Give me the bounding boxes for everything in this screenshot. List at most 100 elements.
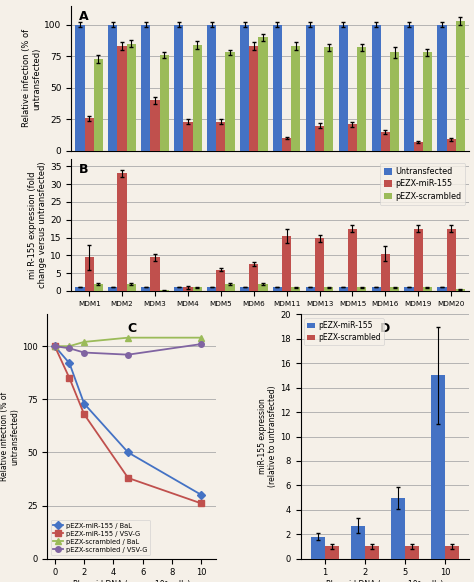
Bar [338,25,348,151]
Bar [240,288,249,291]
pEZX-scrambled / BaL [52,343,57,350]
Bar [414,142,423,151]
Line: pEZX-miR-155 / VSV-G: pEZX-miR-155 / VSV-G [52,343,204,506]
Bar [174,288,183,291]
X-axis label: Plasmid DNA (μg per 10⁶ cells): Plasmid DNA (μg per 10⁶ cells) [326,580,444,582]
Y-axis label: mi R-155 expression (fold
change versus untransfected): mi R-155 expression (fold change versus … [27,162,47,289]
Bar [249,46,258,151]
Bar [381,132,390,151]
Bar [150,257,160,291]
pEZX-miR-155 / BaL [125,449,131,456]
pEZX-scrambled / VSV-G [199,340,204,347]
Bar [282,236,291,291]
Bar [390,52,399,151]
Bar [249,264,258,291]
Bar [127,44,136,151]
pEZX-scrambled / VSV-G [81,349,87,356]
Y-axis label: Relative infection (% of
untransfected): Relative infection (% of untransfected) [22,29,41,127]
pEZX-miR-155 / VSV-G [199,500,204,507]
pEZX-miR-155 / BaL [66,360,72,367]
Bar [456,289,465,291]
Y-axis label: miR-155 expression
(relative to untransfected): miR-155 expression (relative to untransf… [258,386,277,487]
Bar [150,101,160,151]
Bar [306,25,315,151]
Bar [391,498,405,559]
Bar [324,48,333,151]
Bar [447,229,456,291]
pEZX-miR-155 / VSV-G [81,411,87,418]
Bar [127,284,136,291]
Line: pEZX-miR-155 / BaL: pEZX-miR-155 / BaL [52,343,204,498]
Bar [338,288,348,291]
Bar [423,52,432,151]
Bar [84,118,94,151]
Bar [315,238,324,291]
pEZX-scrambled / BaL [81,338,87,345]
Bar [75,25,84,151]
Bar [372,288,381,291]
Bar [282,139,291,151]
Line: pEZX-scrambled / VSV-G: pEZX-scrambled / VSV-G [52,341,204,357]
Bar [291,46,301,151]
Bar [94,59,103,151]
Bar [310,537,325,559]
Bar [258,37,267,151]
Bar [390,288,399,291]
Bar [357,288,366,291]
Bar [381,254,390,291]
Bar [351,526,365,559]
pEZX-miR-155 / VSV-G [52,343,57,350]
Bar [192,45,202,151]
Bar [348,229,357,291]
Bar [207,288,216,291]
Bar [348,125,357,151]
Bar [404,25,414,151]
Legend: Untransfected, pEZX-miR-155, pEZX-scrambled: Untransfected, pEZX-miR-155, pEZX-scramb… [380,163,465,205]
Bar [216,122,226,151]
Bar [273,25,282,151]
pEZX-scrambled / BaL [199,334,204,341]
Bar [108,288,118,291]
Bar [438,288,447,291]
pEZX-miR-155 / BaL [52,343,57,350]
Bar [141,25,150,151]
Bar [404,288,414,291]
Bar [315,126,324,151]
pEZX-miR-155 / VSV-G [66,375,72,382]
Bar [324,288,333,291]
Bar [372,25,381,151]
Y-axis label: Relative infection (% of
untransfected): Relative infection (% of untransfected) [0,392,19,481]
Bar [118,46,127,151]
Bar [325,546,339,559]
Bar [273,288,282,291]
Legend: pEZX-miR-155 / BaL, pEZX-miR-155 / VSV-G, pEZX-scrambled / BaL, pEZX-scrambled /: pEZX-miR-155 / BaL, pEZX-miR-155 / VSV-G… [51,520,150,555]
pEZX-scrambled / VSV-G [66,345,72,352]
Bar [456,21,465,151]
Bar [365,546,379,559]
Bar [423,288,432,291]
Bar [94,284,103,291]
Bar [183,288,192,291]
Bar [75,288,84,291]
Bar [207,25,216,151]
Bar [414,229,423,291]
pEZX-scrambled / VSV-G [125,351,131,358]
pEZX-scrambled / VSV-G [52,343,57,350]
pEZX-miR-155 / BaL [199,491,204,498]
pEZX-miR-155 / VSV-G [125,474,131,481]
Bar [258,284,267,291]
Bar [291,288,301,291]
pEZX-scrambled / BaL [125,334,131,341]
Text: D: D [380,322,390,335]
pEZX-scrambled / BaL [66,343,72,350]
Bar [183,122,192,151]
X-axis label: Plasmid DNA (μg per 10⁶ cells): Plasmid DNA (μg per 10⁶ cells) [73,580,191,582]
Bar [445,546,459,559]
Bar [438,25,447,151]
Bar [306,288,315,291]
Bar [160,290,169,291]
Text: A: A [79,10,89,23]
Legend: pEZX-miR-155, pEZX-scrambled: pEZX-miR-155, pEZX-scrambled [304,318,384,345]
Bar [226,284,235,291]
Bar [216,269,226,291]
